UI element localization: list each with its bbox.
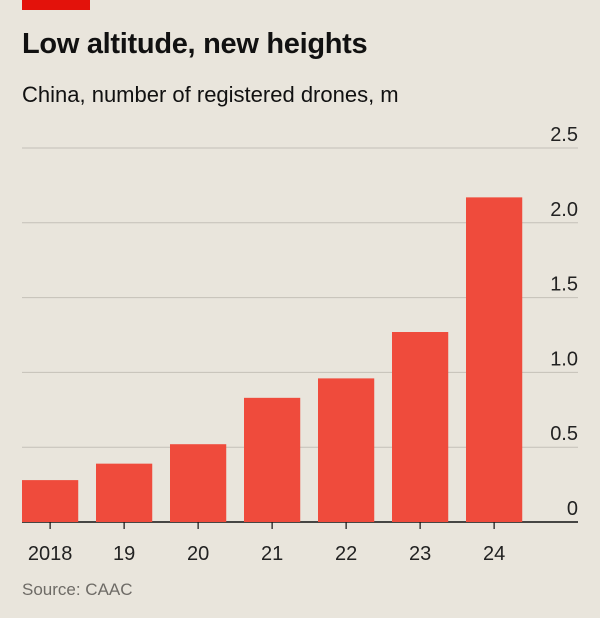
x-axis-ticks: 2018 19 20 21 22 23 24 <box>28 522 505 565</box>
y-tick-label: 1.0 <box>550 348 578 370</box>
x-tick-label: 24 <box>483 543 505 565</box>
y-axis-ticks: 0 0.5 1.0 1.5 2.0 2.5 <box>550 124 578 520</box>
x-tick-label: 22 <box>335 543 357 565</box>
x-tick-label: 19 <box>113 543 135 565</box>
bars <box>22 197 523 523</box>
y-tick-label: 1.5 <box>550 274 578 296</box>
bar-2018 <box>22 480 79 522</box>
accent-bar <box>22 0 90 10</box>
chart-subtitle: China, number of registered drones, m <box>22 82 399 107</box>
y-tick-label: 0 <box>567 498 578 520</box>
x-tick-label: 20 <box>187 543 209 565</box>
bar-23 <box>392 332 449 522</box>
chart-title: Low altitude, new heights <box>22 28 368 60</box>
source-note: Source: CAAC <box>22 580 133 599</box>
bar-19 <box>96 463 153 522</box>
bar-22 <box>318 378 375 522</box>
x-tick-label: 21 <box>261 543 283 565</box>
y-tick-label: 0.5 <box>550 423 578 445</box>
y-tick-label: 2.5 <box>550 124 578 146</box>
bar-24 <box>466 197 523 523</box>
x-tick-label: 2018 <box>28 543 73 565</box>
bar-20 <box>170 444 227 522</box>
bar-21 <box>244 397 301 522</box>
y-tick-label: 2.0 <box>550 199 578 221</box>
x-tick-label: 23 <box>409 543 431 565</box>
